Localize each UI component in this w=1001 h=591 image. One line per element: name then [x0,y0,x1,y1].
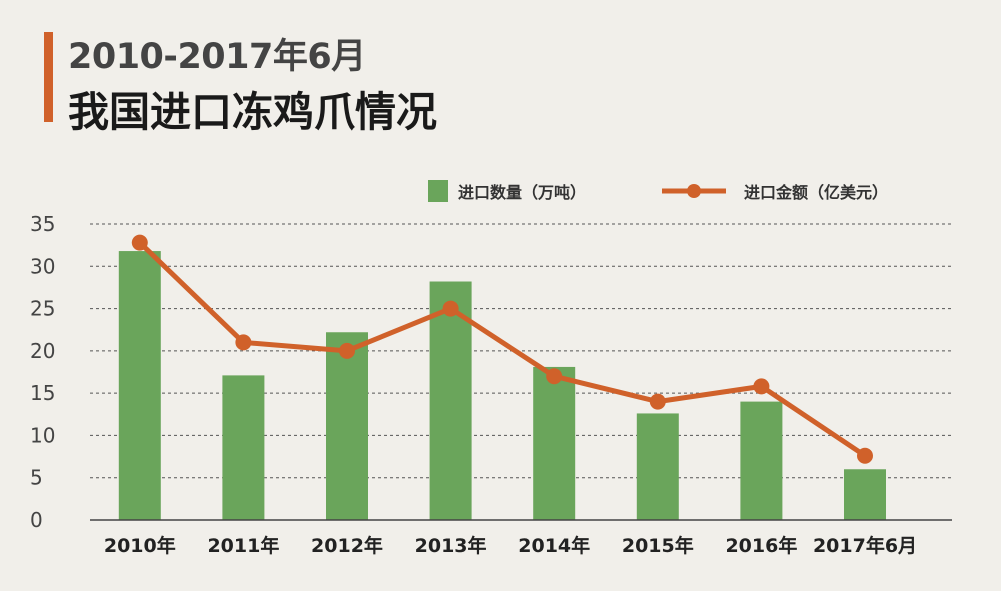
x-tick-label: 2014年 [518,534,590,557]
grid-layer [90,223,952,479]
line-layer [131,234,873,464]
legend-bar-swatch [428,180,448,202]
chart-title-line1: 2010-2017年6月 [68,37,366,77]
line-point [442,300,459,317]
bar [222,375,265,520]
y-tick-label: 15 [30,381,55,405]
bar [118,251,161,520]
x-tick-label: 2011年 [207,534,279,557]
line-point [235,334,252,351]
y-tick-label: 35 [30,212,55,236]
x-tick-label: 2012年 [311,534,383,557]
bar [429,281,472,520]
line-point [857,447,873,464]
legend-label-bar: 进口数量（万吨） [458,183,586,202]
axis-layer: 0 5 10 15 20 25 30 35 2010年 2011年 2012年 2013年 2014年 2… [30,212,952,557]
y-tick-label: 20 [30,339,55,363]
x-tick-label: 2013年 [415,534,487,557]
legend-layer: 进口数量（万吨） 进口金额（亿美元） [428,180,888,202]
y-tick-label: 0 [30,508,43,532]
line-point [131,234,148,251]
y-tick-label: 25 [30,297,55,321]
title-accent-bar [44,32,53,122]
line-point [546,368,563,385]
line-series-path [138,240,867,458]
bar [636,413,679,520]
y-tick-label: 5 [30,466,43,490]
bar-layer [118,251,886,520]
x-tick-label: 2015年 [622,534,694,557]
x-tick-label: 2017年6月 [813,534,917,557]
line-point [649,393,666,410]
chart-title-line2: 我国进口冻鸡爪情况 [68,88,437,136]
line-point [753,378,770,395]
legend-line-marker [687,184,701,198]
bar [844,469,886,520]
line-point [339,342,355,359]
bar [740,401,783,520]
bar [326,332,368,520]
x-tick-label: 2016年 [725,534,797,557]
y-tick-label: 30 [30,254,55,278]
legend-label-line: 进口金额（亿美元） [744,183,888,202]
bar [533,366,576,520]
y-tick-label: 10 [30,423,55,447]
x-tick-label: 2010年 [104,534,176,557]
